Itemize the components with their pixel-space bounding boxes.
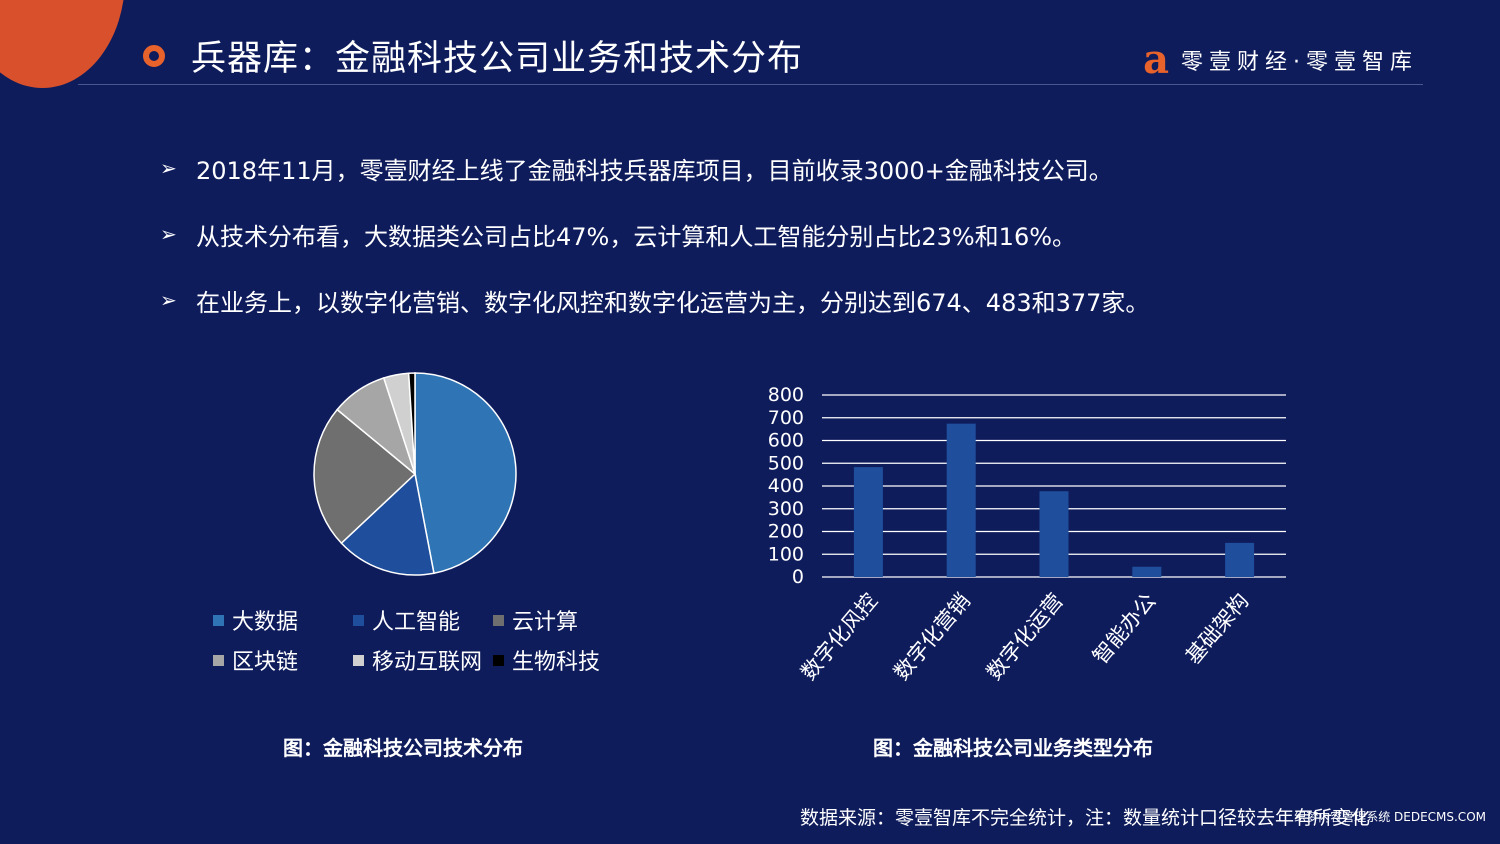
bullet-text: 2018年11月，零壹财经上线了金融科技兵器库项目，目前收录3000+金融科技公… [196,156,1113,185]
legend-swatch [493,614,504,626]
legend-item: 移动互联网 [353,644,493,676]
y-tick-label: 700 [768,407,804,429]
slide-title: 兵器库：金融科技公司业务和技术分布 [191,39,804,79]
legend-label: 大数据 [232,610,299,635]
y-tick-label: 800 [768,384,804,406]
legend-label: 云计算 [512,610,579,635]
y-tick-label: 300 [768,498,804,520]
x-tick-label: 数字化运营 [982,589,1068,685]
arrow-bullet-icon: ➢ [160,222,177,246]
y-tick-label: 400 [768,475,804,497]
tech-pie-chart [313,372,517,576]
corner-decoration [0,0,125,88]
pie-slice-6 [407,372,416,475]
legend-swatch [213,614,224,626]
legend-row: 区块链 移动互联网 生物科技 [213,640,653,680]
legend-item: 人工智能 [353,604,493,636]
pie-slice-2 [340,472,435,576]
bar-4 [1132,566,1162,577]
legend-swatch [213,654,224,666]
slide-header: 兵器库：金融科技公司业务和技术分布 [143,30,803,81]
legend-item: 区块链 [213,644,353,676]
legend-label: 移动互联网 [372,650,483,675]
bar-2 [946,423,976,577]
legend-item: 云计算 [493,604,633,636]
pie-legend: 大数据 人工智能 云计算 区块链 移动互联网 生物科技 [213,600,653,680]
y-tick-label: 0 [792,566,804,588]
legend-item: 生物科技 [493,644,633,676]
bar-chart-caption: 图：金融科技公司业务类型分布 [873,736,1153,760]
data-source-note: 数据来源：零壹智库不完全统计，注：数量统计口径较去年有所变化 [800,807,1371,829]
bar-3 [1039,491,1069,577]
pie-slice-1 [414,372,517,575]
pie-chart-caption: 图：金融科技公司技术分布 [283,736,523,760]
watermark: 织梦内容管理系统 DEDECMS.COM [1294,810,1486,824]
arrow-bullet-icon: ➢ [160,288,177,312]
legend-item: 大数据 [213,604,353,636]
legend-swatch [353,614,364,626]
bullet-item: ➢ 2018年11月，零壹财经上线了金融科技兵器库项目，目前收录3000+金融科… [160,148,1149,188]
header-divider [78,84,1423,85]
y-tick-label: 600 [768,430,804,452]
legend-row: 大数据 人工智能 云计算 [213,600,653,640]
arrow-bullet-icon: ➢ [160,156,177,180]
legend-swatch [493,654,504,666]
legend-label: 人工智能 [372,610,461,635]
bullet-text: 在业务上，以数字化营销、数字化风控和数字化运营为主，分别达到674、483和37… [196,288,1150,317]
bullet-list: ➢ 2018年11月，零壹财经上线了金融科技兵器库项目，目前收录3000+金融科… [160,148,1149,346]
brand-name: 零壹财经·零壹智库 [1181,50,1418,75]
ring-icon [143,44,165,67]
x-tick-label: 数字化营销 [889,589,975,685]
legend-label: 生物科技 [512,650,601,675]
x-tick-label: 智能办公 [1088,589,1160,669]
y-tick-label: 500 [768,452,804,474]
legend-label: 区块链 [232,650,299,675]
bullet-item: ➢ 在业务上，以数字化营销、数字化风控和数字化运营为主，分别达到674、483和… [160,280,1149,320]
pie-slice-3 [313,408,417,545]
bullet-item: ➢ 从技术分布看，大数据类公司占比47%，云计算和人工智能分别占比23%和16%… [160,214,1149,254]
y-tick-label: 200 [768,521,804,543]
x-tick-label: 基础架构 [1181,589,1253,669]
bar-1 [853,467,883,577]
bullet-text: 从技术分布看，大数据类公司占比47%，云计算和人工智能分别占比23%和16%。 [196,222,1077,251]
y-tick-label: 100 [768,543,804,565]
brand-logo-icon: a [1143,36,1169,83]
bar-5 [1225,542,1255,577]
x-tick-label: 数字化风控 [796,589,882,685]
legend-swatch [353,654,364,666]
brand: a 零壹财经·零壹智库 [1143,40,1418,80]
